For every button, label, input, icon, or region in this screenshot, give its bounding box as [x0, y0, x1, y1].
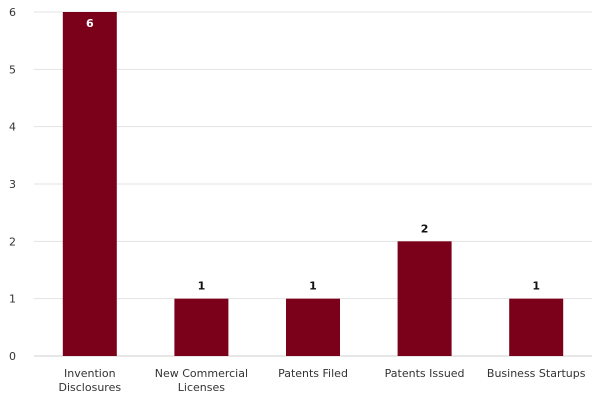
data-label: 2 — [421, 222, 429, 235]
x-tick-label: New Commercial — [155, 367, 248, 380]
bar — [62, 12, 117, 356]
x-tick-label: Patents Filed — [278, 367, 348, 380]
bar — [174, 298, 229, 356]
y-tick-label: 2 — [9, 235, 16, 248]
bar — [397, 241, 452, 356]
y-tick-label: 3 — [9, 178, 16, 191]
x-tick-label: Licenses — [178, 381, 225, 394]
data-label: 1 — [198, 280, 206, 293]
x-tick-label: Invention — [64, 367, 116, 380]
x-tick-label: Patents Issued — [385, 367, 465, 380]
bar — [509, 298, 564, 356]
data-label: 1 — [532, 280, 540, 293]
bar — [286, 298, 340, 356]
bars — [62, 12, 564, 356]
x-tick-label: Business Startups — [487, 367, 586, 380]
gridlines — [34, 11, 592, 357]
y-axis-ticks: 0 1 2 3 4 5 6 — [9, 6, 16, 363]
y-tick-label: 4 — [9, 121, 16, 134]
y-tick-label: 0 — [9, 350, 16, 363]
data-label: 1 — [309, 280, 317, 293]
y-tick-label: 1 — [9, 293, 16, 306]
y-tick-label: 6 — [9, 6, 16, 19]
y-tick-label: 5 — [9, 63, 16, 76]
x-tick-label: Disclosures — [59, 381, 122, 394]
data-label: 6 — [86, 17, 94, 30]
data-labels: 6 1 1 2 1 — [86, 17, 540, 293]
